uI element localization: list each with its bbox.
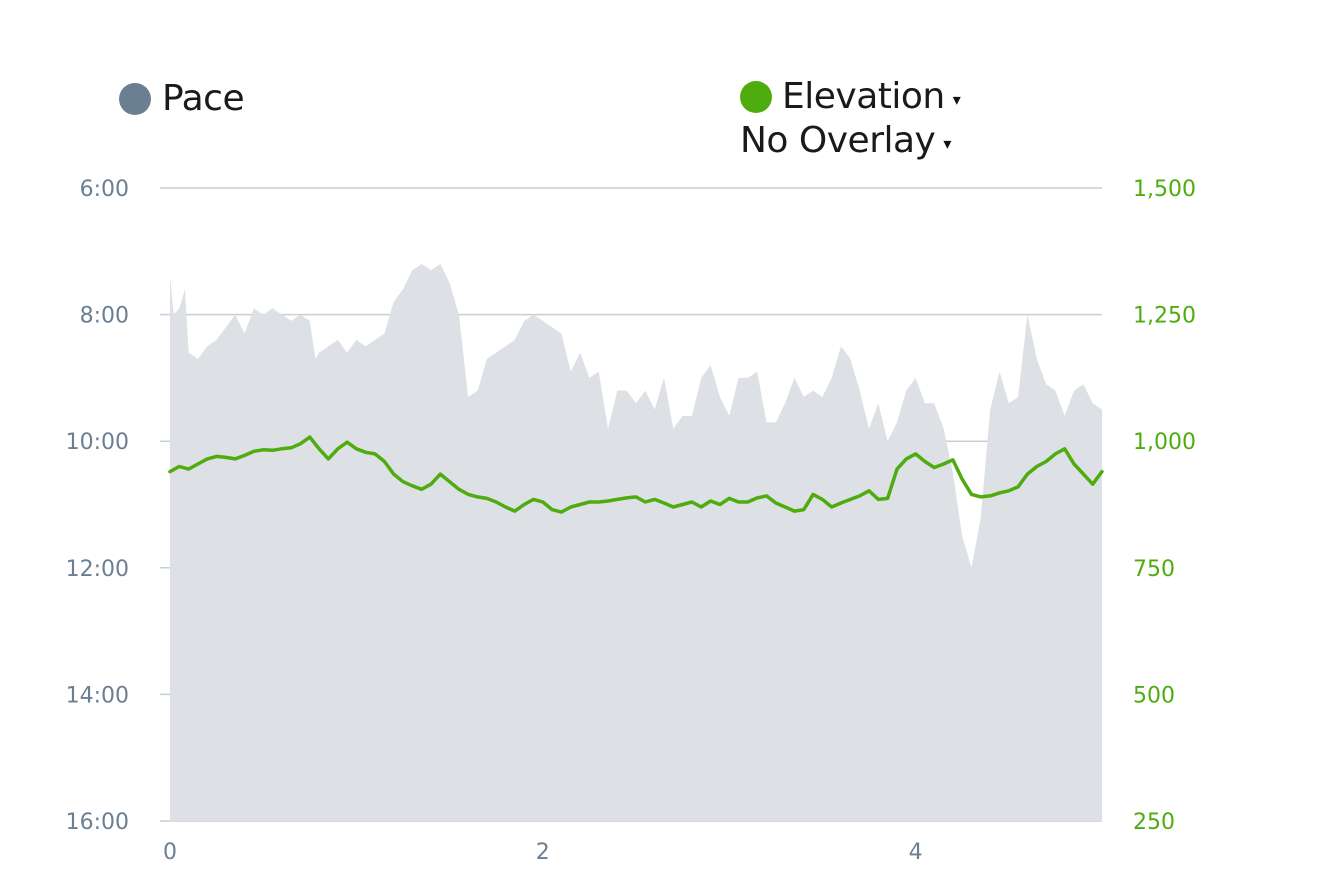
elevation-line-layer [168, 435, 1104, 514]
y-right-tick-label: 1,250 [1133, 304, 1196, 329]
axis-ticks: 6:00 8:00 10:00 12:00 14:00 16:00 1,500 1,250 1,… [66, 177, 1196, 865]
y-left-tick-label: 8:00 [80, 304, 129, 329]
elevation-color-dot [740, 80, 772, 113]
caret-down-icon: ▾ [943, 134, 952, 153]
y-left-tick-label: 14:00 [66, 683, 129, 708]
pace-area [170, 264, 1102, 821]
x-tick-label: 0 [163, 840, 177, 865]
y-left-tick-label: 6:00 [80, 177, 129, 202]
caret-down-icon: ▾ [952, 90, 961, 109]
elevation-line [168, 435, 1104, 514]
pace-color-dot [119, 82, 151, 115]
y-right-tick-label: 250 [1133, 810, 1175, 835]
legend-pace-label: Pace [162, 78, 245, 119]
elevation-dropdown[interactable]: Elevation ▾ [740, 76, 961, 117]
y-right-tick-label: 500 [1133, 683, 1175, 708]
overlay-dropdown[interactable]: No Overlay ▾ [740, 120, 951, 161]
pace-area-layer [170, 264, 1102, 821]
legend-pace[interactable]: Pace [119, 78, 245, 119]
y-right-tick-label: 750 [1133, 557, 1175, 582]
y-left-tick-label: 10:00 [66, 430, 129, 455]
y-right-tick-label: 1,000 [1133, 430, 1196, 455]
x-tick-label: 4 [909, 840, 923, 865]
overlay-dropdown-label: No Overlay [740, 120, 936, 161]
x-tick-label: 2 [536, 840, 550, 865]
y-left-tick-label: 12:00 [66, 557, 129, 582]
elevation-dropdown-label: Elevation [782, 76, 945, 117]
y-left-tick-label: 16:00 [66, 810, 129, 835]
y-right-tick-label: 1,500 [1133, 177, 1196, 202]
